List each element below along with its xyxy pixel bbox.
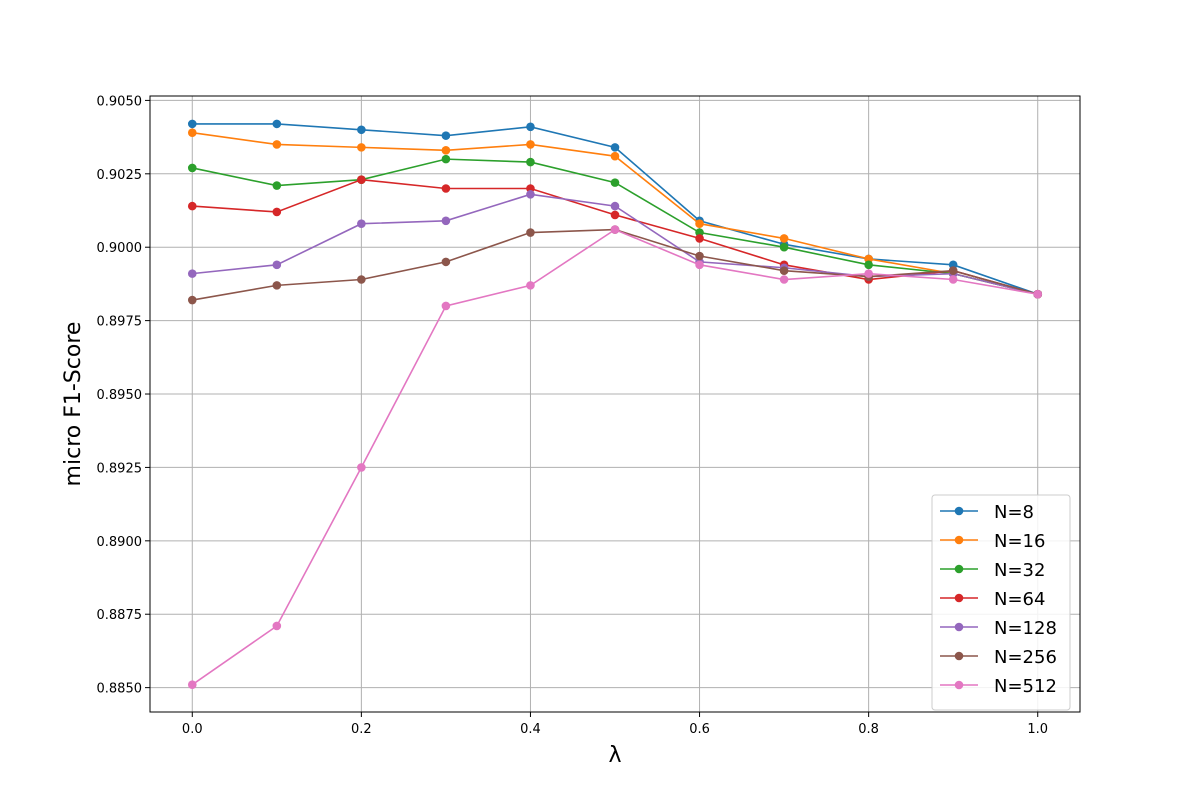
data-point xyxy=(187,119,197,129)
x-axis-ticks: 0.0 0.2 0.4 0.6 0.8 1.0 xyxy=(182,712,1048,737)
data-point xyxy=(864,260,873,270)
data-point xyxy=(272,281,282,290)
y-tick-label: 0.8900 xyxy=(97,535,143,550)
legend-label: N=64 xyxy=(994,589,1045,610)
series-N=256 xyxy=(187,225,1043,305)
data-point xyxy=(187,269,197,278)
legend-marker xyxy=(954,535,964,545)
data-point xyxy=(441,216,451,226)
x-tick-label: 1.0 xyxy=(1027,722,1048,737)
data-point xyxy=(187,163,197,173)
y-tick-label: 0.8950 xyxy=(97,388,143,403)
series-line xyxy=(191,228,1038,686)
data-point xyxy=(187,128,197,138)
data-point xyxy=(187,680,197,689)
data-point xyxy=(526,281,535,290)
data-point xyxy=(441,257,451,267)
data-point xyxy=(441,154,451,164)
data-point xyxy=(610,210,620,220)
x-tick-label: 0.4 xyxy=(520,722,541,737)
series-line xyxy=(192,228,1038,301)
data-point xyxy=(272,207,282,217)
legend-label: N=256 xyxy=(994,647,1057,668)
data-point xyxy=(526,190,535,199)
legend-marker xyxy=(954,651,964,661)
data-point xyxy=(357,219,366,229)
legend-label: N=128 xyxy=(994,618,1057,639)
legend-marker xyxy=(954,593,964,603)
legend-label: N=32 xyxy=(994,560,1045,581)
data-point xyxy=(272,181,282,190)
x-tick-label: 0.2 xyxy=(351,722,372,737)
x-axis-label: λ xyxy=(608,743,621,768)
data-point xyxy=(779,266,789,275)
grid xyxy=(150,96,1080,712)
data-point xyxy=(272,140,282,149)
data-point xyxy=(272,260,282,270)
data-point xyxy=(272,119,282,129)
data-point xyxy=(948,275,958,284)
series-N=512 xyxy=(187,225,1043,689)
legend-marker xyxy=(954,564,964,574)
data-point xyxy=(441,301,451,311)
plot-frame xyxy=(149,95,1081,713)
y-tick-label: 0.9000 xyxy=(97,241,143,256)
y-tick-label: 0.8925 xyxy=(97,461,143,476)
data-point xyxy=(441,184,451,193)
data-point xyxy=(357,143,366,152)
data-point xyxy=(610,178,620,187)
series-lines xyxy=(187,119,1043,689)
data-point xyxy=(610,225,620,234)
data-point xyxy=(695,219,704,229)
data-point xyxy=(695,234,704,243)
data-point xyxy=(441,131,451,140)
y-axis-label: micro F1-Score xyxy=(61,322,86,487)
series-N=64 xyxy=(187,175,1043,299)
data-point xyxy=(187,295,197,305)
data-point xyxy=(610,143,620,152)
y-tick-label: 0.8850 xyxy=(97,682,143,697)
y-tick-label: 0.9050 xyxy=(97,94,143,109)
data-point xyxy=(610,201,620,211)
data-point xyxy=(357,125,366,135)
data-point xyxy=(526,140,535,149)
y-tick-label: 0.8975 xyxy=(97,315,143,330)
data-point xyxy=(779,234,789,243)
data-point xyxy=(526,228,535,237)
data-point xyxy=(187,201,197,211)
data-point xyxy=(695,260,704,270)
data-point xyxy=(357,463,366,472)
x-tick-label: 0.8 xyxy=(858,722,879,737)
data-point xyxy=(695,251,704,261)
y-tick-label: 0.8875 xyxy=(97,608,143,623)
legend-label: N=16 xyxy=(994,531,1045,552)
data-point xyxy=(779,242,789,252)
x-tick-label: 0.0 xyxy=(182,722,203,737)
legend-marker xyxy=(954,680,964,690)
data-point xyxy=(272,621,282,631)
legend: N=8 N=16 N=32 N=64 N=128 N=256 N=512 xyxy=(931,494,1071,711)
data-point xyxy=(1033,289,1043,299)
legend-marker xyxy=(954,622,964,632)
data-point xyxy=(610,151,620,161)
legend-label: N=512 xyxy=(994,676,1057,697)
y-tick-label: 0.9025 xyxy=(97,168,143,183)
data-point xyxy=(357,275,366,284)
data-point xyxy=(864,269,873,278)
y-axis-ticks: 0.8850 0.8875 0.8900 0.8925 0.8950 0.8975 0.90… xyxy=(97,94,150,697)
data-point xyxy=(948,266,958,275)
legend-label: N=8 xyxy=(994,502,1034,523)
data-point xyxy=(779,275,789,284)
x-tick-label: 0.6 xyxy=(689,722,710,737)
legend-marker xyxy=(954,506,964,516)
data-point xyxy=(526,122,535,132)
data-point xyxy=(526,157,535,167)
data-point xyxy=(441,146,451,155)
data-point xyxy=(357,175,366,184)
